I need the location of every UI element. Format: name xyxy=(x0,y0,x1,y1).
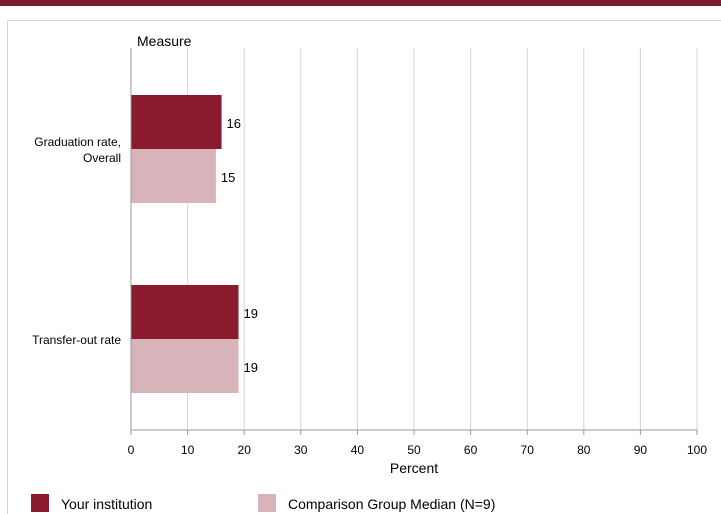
data-label: 19 xyxy=(244,306,258,321)
legend-swatch xyxy=(31,494,49,512)
legend-label: Your institution xyxy=(61,496,152,512)
x-tick-label: 20 xyxy=(238,443,252,457)
x-tick-label: 30 xyxy=(294,443,308,457)
axes xyxy=(130,48,698,435)
gridlines xyxy=(187,48,698,430)
x-axis-title: Percent xyxy=(390,460,438,476)
x-tick-label: 80 xyxy=(577,443,591,457)
x-tick-label: 70 xyxy=(521,443,535,457)
data-label: 16 xyxy=(227,116,241,131)
data-label: 19 xyxy=(244,360,258,375)
category-label: Graduation rate, xyxy=(34,135,121,149)
bar xyxy=(131,285,239,339)
legend-swatch xyxy=(258,494,276,512)
legend-label: Comparison Group Median (N=9) xyxy=(288,496,495,512)
x-tick-label: 60 xyxy=(464,443,478,457)
bar xyxy=(131,339,239,393)
data-label: 15 xyxy=(221,170,235,185)
header-bar xyxy=(0,0,721,6)
category-label: Overall xyxy=(83,151,121,165)
y-axis-title: Measure xyxy=(137,33,192,49)
x-tick-label: 90 xyxy=(634,443,648,457)
x-tick-label: 40 xyxy=(351,443,365,457)
x-tick-label: 50 xyxy=(407,443,421,457)
bar xyxy=(131,95,222,149)
legend: Your institution Comparison Group Median … xyxy=(31,494,495,512)
category-label: Transfer-out rate xyxy=(32,333,121,347)
bars xyxy=(131,95,239,393)
panel-border-top xyxy=(7,20,721,21)
bar xyxy=(131,149,216,203)
x-tick-label: 100 xyxy=(687,443,707,457)
x-tick-label: 10 xyxy=(181,443,195,457)
labels: 0 10 20 30 40 50 60 70 80 90 100 Measure Percent 16 15… xyxy=(32,33,707,476)
x-tick-label: 0 xyxy=(128,443,135,457)
panel-border-left xyxy=(7,20,8,514)
